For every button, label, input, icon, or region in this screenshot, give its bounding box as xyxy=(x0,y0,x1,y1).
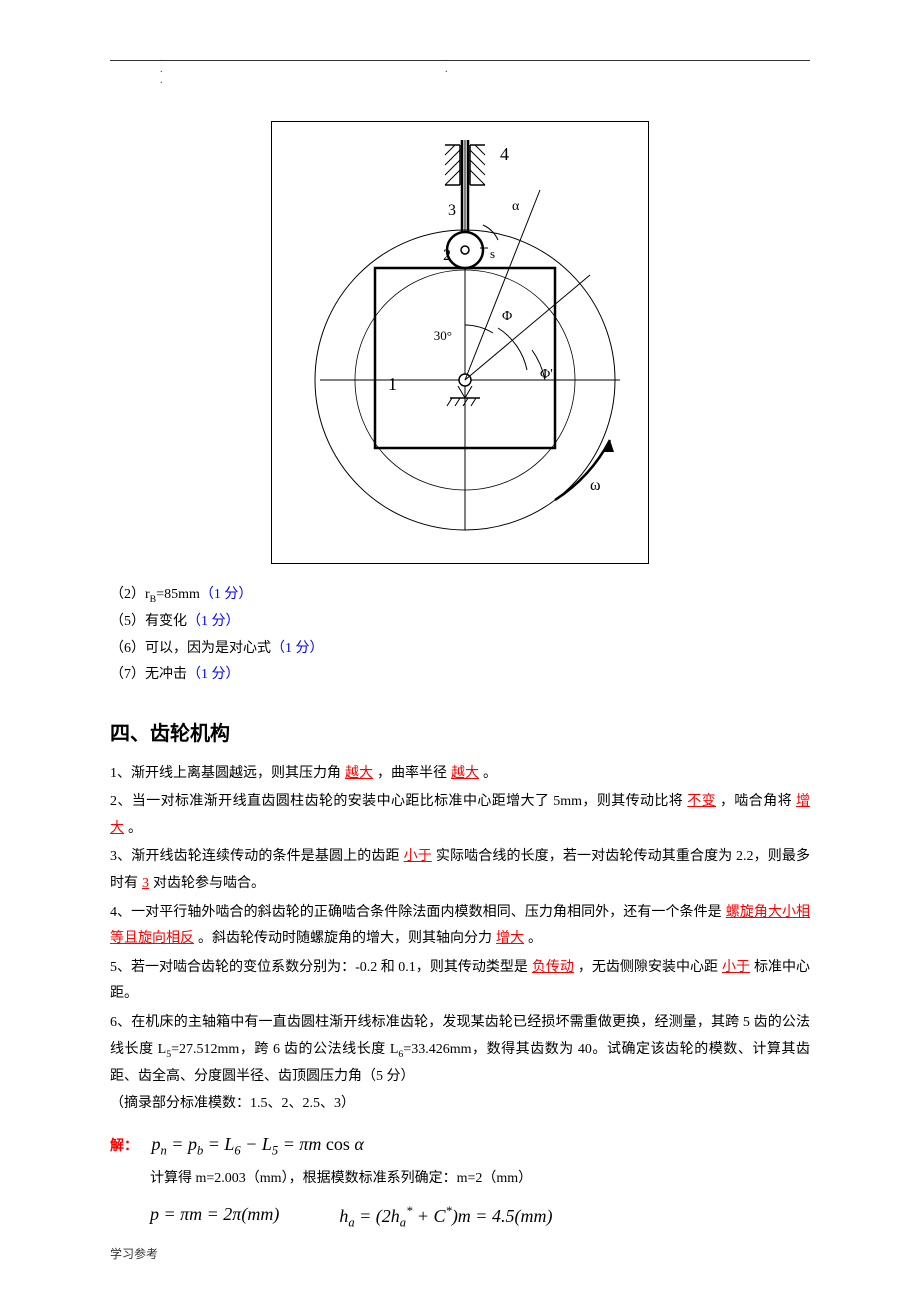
label-3: 3 xyxy=(448,202,456,219)
label-phi: Φ xyxy=(502,309,512,324)
question-5: 5、若一对啮合齿轮的变位系数分别为：-0.2 和 0.1，则其传动类型是负传动，… xyxy=(110,955,810,1008)
label-30: 30° xyxy=(434,328,452,343)
formula-row: p = πm = 2π(mm) ha = (2ha* + C*)m = 4.5(… xyxy=(150,1204,810,1231)
cam-diagram: 4 3 2 1 α s 30° Φ Φ' ω xyxy=(110,121,810,564)
label-s: s xyxy=(490,246,495,261)
footer: 学习参考 xyxy=(110,1245,158,1262)
question-2: 2、当一对标准渐开线直齿圆柱齿轮的安装中心距比标准中心距增大了 5mm，则其传动… xyxy=(110,789,810,842)
calc-line: 计算得 m=2.003（mm），根据模数标准系列确定：m=2（mm） xyxy=(150,1166,810,1193)
label-1: 1 xyxy=(388,374,397,394)
label-alpha: α xyxy=(512,199,520,214)
question-4: 4、一对平行轴外啮合的斜齿轮的正确啮合条件除法面内模数相同、压力角相同外，还有一… xyxy=(110,900,810,953)
question-6: 6、在机床的主轴箱中有一直齿圆柱渐开线标准齿轮，发现某齿轮已经损坏需重做更换，经… xyxy=(110,1010,810,1117)
solution: 解： pn = pb = L6 − L5 = πm cos α xyxy=(110,1127,810,1164)
label-omega: ω xyxy=(590,477,601,494)
label-phi-prime: Φ' xyxy=(540,367,553,382)
section-title: 四、齿轮机构 xyxy=(110,717,810,746)
question-3: 3、渐开线齿轮连续传动的条件是基圆上的齿距小于实际啮合线的长度，若一对齿轮传动其… xyxy=(110,844,810,897)
question-1: 1、渐开线上离基圆越远，则其压力角越大，曲率半径越大。 xyxy=(110,761,810,788)
label-2: 2 xyxy=(443,247,451,264)
label-4: 4 xyxy=(500,144,509,164)
answer-block: （2）rB=85mm（1 分） （5）有变化（1 分） （6）可以，因为是对心式… xyxy=(110,584,810,687)
